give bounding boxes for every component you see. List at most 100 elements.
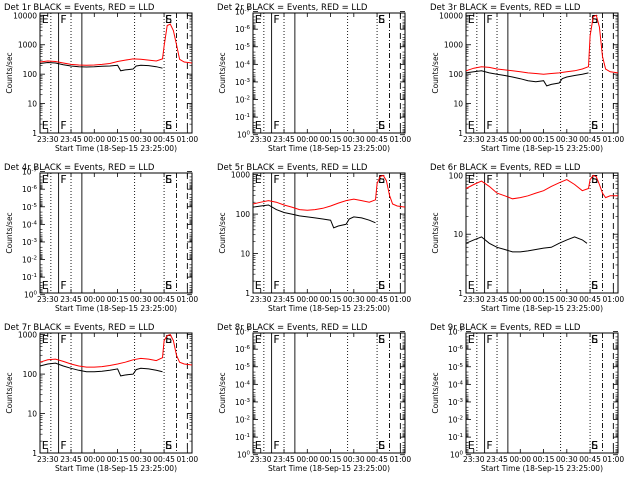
x-tick-label: 01:00 xyxy=(390,295,412,304)
panel-title: Det 6r BLACK = Events, RED = LLD xyxy=(430,163,581,173)
x-tick-label: 00:45 xyxy=(366,295,388,304)
y-tick-label: 10-1 xyxy=(448,433,463,442)
y-tick-label: 10-7 xyxy=(235,328,251,337)
y-tick-label: 10-3 xyxy=(235,398,251,407)
y-axis-label: Counts/sec xyxy=(218,52,227,93)
y-tick-label: 100 xyxy=(449,171,464,180)
marker-letter-top: E xyxy=(42,13,49,26)
panel-title: Det 2r BLACK = Events, RED = LLD xyxy=(217,3,368,13)
events-series-line xyxy=(39,362,163,377)
y-tick-label: 10-6 xyxy=(235,345,251,354)
x-axis-label: Start Time (18-Sep-15 23:25:00) xyxy=(268,304,390,313)
plot-frame xyxy=(465,172,619,294)
y-axis-label: Counts/sec xyxy=(431,212,440,253)
marker-letter: S xyxy=(591,279,598,292)
x-tick-label: 00:45 xyxy=(153,455,175,464)
marker-letter: S xyxy=(378,439,385,452)
y-tick-label: 10-4 xyxy=(235,60,251,69)
panel-title: Det 8r BLACK = Events, RED = LLD xyxy=(217,323,368,333)
y-tick-label: 10-5 xyxy=(235,43,251,52)
x-tick-label: 23:45 xyxy=(60,295,82,304)
y-tick-label: 10-1 xyxy=(235,113,250,122)
panel-det-6r: Det 6r BLACK = Events, RED = LLD 23:30 23:… xyxy=(430,163,624,313)
plot-frame xyxy=(465,12,619,134)
x-tick-label: 00:30 xyxy=(556,455,578,464)
marker-letter: F xyxy=(273,439,279,452)
panel-title: Det 7r BLACK = Events, RED = LLD xyxy=(4,323,155,333)
marker-letter-top: F xyxy=(486,13,492,26)
marker-letter: F xyxy=(60,119,66,132)
lld-series-line xyxy=(465,174,618,200)
marker-letter: E xyxy=(255,439,262,452)
y-tick-label: 10 xyxy=(453,100,463,109)
marker-letter: E xyxy=(468,439,475,452)
x-tick-label: 23:30 xyxy=(463,455,485,464)
marker-letter-top: E xyxy=(255,173,262,186)
marker-letter-top: E xyxy=(468,13,475,26)
y-tick-label: 10-7 xyxy=(235,8,251,17)
marker-letter: E xyxy=(591,119,598,132)
marker-letter: E xyxy=(378,119,385,132)
x-tick-label: 00:30 xyxy=(343,135,365,144)
marker-letter-top: E xyxy=(378,13,385,26)
y-axis-label: Counts/sec xyxy=(5,372,14,413)
x-tick-label: 23:30 xyxy=(250,295,272,304)
marker-letter-top: S xyxy=(378,333,385,346)
panel-title: Det 1r BLACK = Events, RED = LLD xyxy=(4,3,155,13)
x-tick-label: 00:45 xyxy=(153,135,175,144)
marker-letter-top: F xyxy=(273,173,279,186)
x-tick-label: 00:30 xyxy=(556,295,578,304)
marker-letter-top: E xyxy=(255,13,262,26)
x-tick-label: 23:45 xyxy=(60,135,82,144)
x-tick-label: 23:30 xyxy=(463,135,485,144)
x-tick-label: 00:00 xyxy=(296,295,318,304)
marker-letter-top: E xyxy=(42,173,49,186)
x-tick-label: 01:00 xyxy=(177,455,199,464)
x-axis-label: Start Time (18-Sep-15 23:25:00) xyxy=(481,144,603,153)
panel-det-8r: Det 8r BLACK = Events, RED = LLD 23:30 23:… xyxy=(217,323,411,473)
y-axis-label: Counts/sec xyxy=(5,212,14,253)
y-tick-label: 100 xyxy=(449,70,464,79)
marker-letter-top: F xyxy=(273,13,279,26)
x-tick-label: 00:30 xyxy=(130,295,152,304)
marker-letter-top: F xyxy=(486,333,492,346)
lld-series-line xyxy=(39,334,193,368)
y-tick-label: 10-1 xyxy=(235,433,250,442)
x-tick-label: 00:45 xyxy=(579,135,601,144)
y-tick-label: 10 xyxy=(240,250,250,259)
y-tick-label: 10-5 xyxy=(22,203,38,212)
lld-series-line xyxy=(465,14,619,75)
x-tick-label: 00:30 xyxy=(130,135,152,144)
y-tick-label: 1000 xyxy=(18,41,37,50)
y-tick-label: 1 xyxy=(458,289,463,298)
marker-letter-top: E xyxy=(42,333,49,346)
x-axis-label: Start Time (18-Sep-15 23:25:00) xyxy=(268,144,390,153)
y-tick-label: 1 xyxy=(458,129,463,138)
x-tick-label: 23:30 xyxy=(250,135,272,144)
marker-letter: S xyxy=(591,119,598,132)
y-tick-label: 10-3 xyxy=(448,398,464,407)
marker-letter: E xyxy=(255,119,262,132)
x-tick-label: 01:00 xyxy=(177,295,199,304)
y-tick-label: 10-2 xyxy=(448,416,463,425)
marker-letter: S xyxy=(378,279,385,292)
marker-letter-top: E xyxy=(591,173,598,186)
x-tick-label: 00:15 xyxy=(320,295,342,304)
marker-letter: E xyxy=(378,279,385,292)
panel-title: Det 5r BLACK = Events, RED = LLD xyxy=(217,163,368,173)
y-tick-label: 10-4 xyxy=(22,220,38,229)
y-tick-label: 10000 xyxy=(13,11,37,20)
x-tick-label: 00:15 xyxy=(320,455,342,464)
y-tick-label: 10-2 xyxy=(22,256,37,265)
x-tick-label: 23:45 xyxy=(60,455,82,464)
y-tick-label: 10 xyxy=(27,410,37,419)
panel-det-5r: Det 5r BLACK = Events, RED = LLD 23:30 23:… xyxy=(217,163,411,313)
marker-letter-top: S xyxy=(591,173,598,186)
marker-letter: E xyxy=(42,119,49,132)
y-axis-label: Counts/sec xyxy=(5,52,14,93)
plot-frame xyxy=(252,332,406,454)
panel-title: Det 9r BLACK = Events, RED = LLD xyxy=(430,323,581,333)
x-tick-label: 00:45 xyxy=(153,295,175,304)
y-tick-label: 100 xyxy=(23,370,38,379)
y-tick-label: 10-3 xyxy=(235,78,251,87)
